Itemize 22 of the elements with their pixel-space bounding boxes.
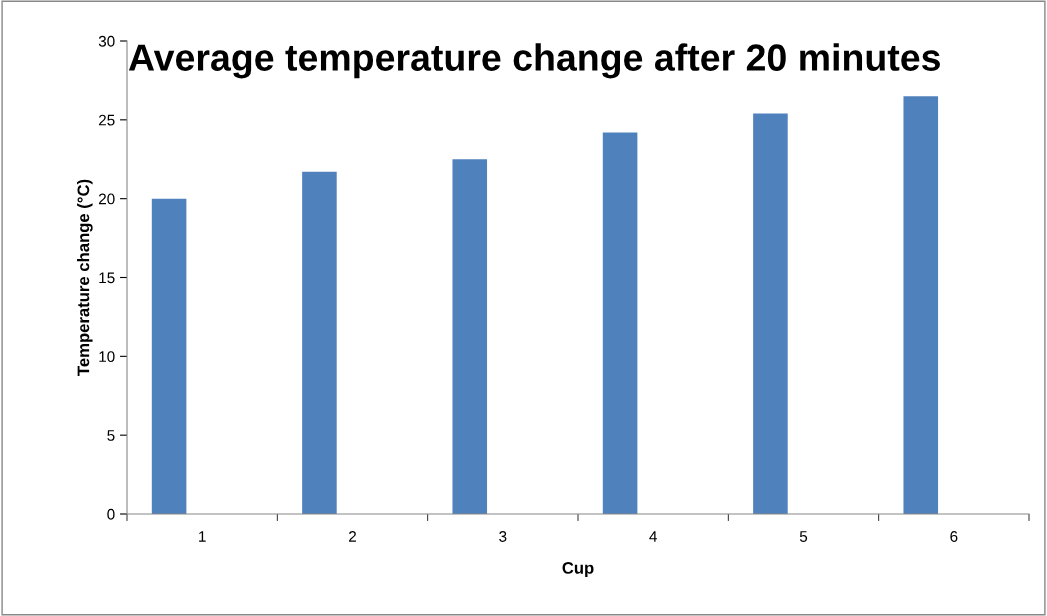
x-tick-label: 6 xyxy=(950,531,958,542)
x-tick-label: 4 xyxy=(649,531,657,542)
y-tick-label: 15 xyxy=(99,272,115,284)
y-tick-label: 20 xyxy=(98,193,115,205)
bar xyxy=(602,132,638,514)
chart-title: Average temperature change after 20 minutes xyxy=(128,43,940,79)
y-axis-title: Temperature change (°C) xyxy=(77,179,93,376)
bar xyxy=(151,198,187,514)
x-tick-label: 2 xyxy=(349,531,356,542)
x-tick-label: 5 xyxy=(799,531,808,542)
y-tick-label: 10 xyxy=(99,351,115,363)
y-tick-label: 30 xyxy=(98,35,115,47)
bar xyxy=(302,171,337,514)
bar xyxy=(753,113,788,514)
bar xyxy=(903,96,939,514)
y-tick-label: 25 xyxy=(98,114,115,126)
y-tick-label: 5 xyxy=(107,430,115,441)
y-tick-label: 0 xyxy=(107,508,115,520)
x-tick-label: 1 xyxy=(199,531,206,542)
x-axis-title: Cup xyxy=(562,562,594,578)
bar xyxy=(452,159,488,514)
x-tick-label: 3 xyxy=(499,531,507,542)
